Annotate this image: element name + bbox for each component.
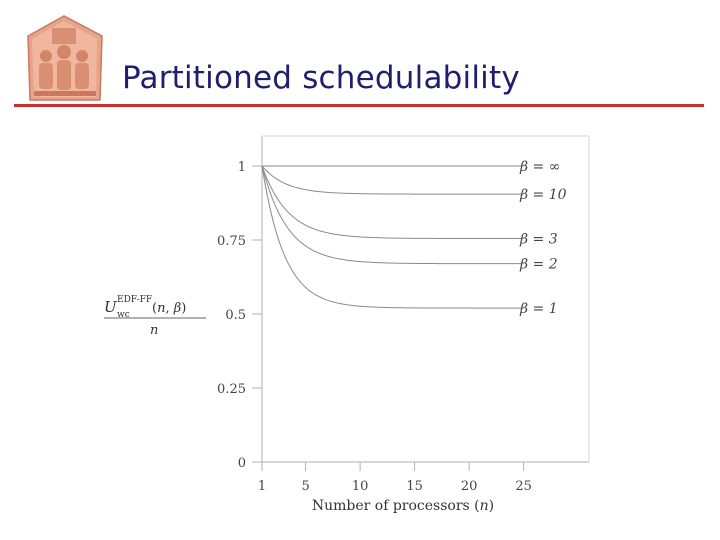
svg-text:(n, β): (n, β)	[152, 301, 186, 316]
x-axis-label: Number of processors (n)	[312, 498, 494, 514]
chart-series	[261, 165, 524, 309]
series-line	[261, 165, 524, 240]
chart-legend: β = ∞ β = 10 β = 3 β = 2 β = 1	[519, 159, 567, 317]
carved-relief-logo-icon	[27, 15, 103, 101]
series-line	[261, 165, 524, 309]
y-tick-label: 0.75	[217, 234, 246, 249]
x-tick-label: 20	[461, 479, 478, 494]
y-tick-label: 0.5	[225, 308, 246, 323]
svg-text:U: U	[104, 298, 118, 316]
series-line	[261, 165, 524, 265]
slide-title: Partitioned schedulability	[122, 60, 520, 96]
series-label: β = 1	[519, 301, 558, 317]
series-label: β = 10	[519, 187, 567, 203]
x-tick-label: 1	[258, 479, 266, 494]
y-tick-label: 0.25	[217, 382, 246, 397]
x-tick-label: 25	[515, 479, 532, 494]
svg-text:EDF-FF: EDF-FF	[117, 295, 152, 305]
x-tick-label: 5	[301, 479, 309, 494]
svg-text:n: n	[150, 323, 158, 338]
series-label: β = ∞	[519, 159, 560, 175]
x-tick-label: 10	[352, 479, 369, 494]
y-axis-label: U wc EDF-FF (n, β) n	[104, 295, 206, 338]
series-label: β = 3	[519, 232, 558, 248]
series-line	[261, 165, 524, 195]
y-tick-label: 1	[238, 160, 246, 175]
x-tick-label: 15	[406, 479, 423, 494]
y-tick-label: 0	[238, 456, 246, 471]
svg-text:wc: wc	[117, 310, 130, 320]
series-label: β = 2	[519, 257, 558, 273]
title-divider	[14, 104, 704, 107]
